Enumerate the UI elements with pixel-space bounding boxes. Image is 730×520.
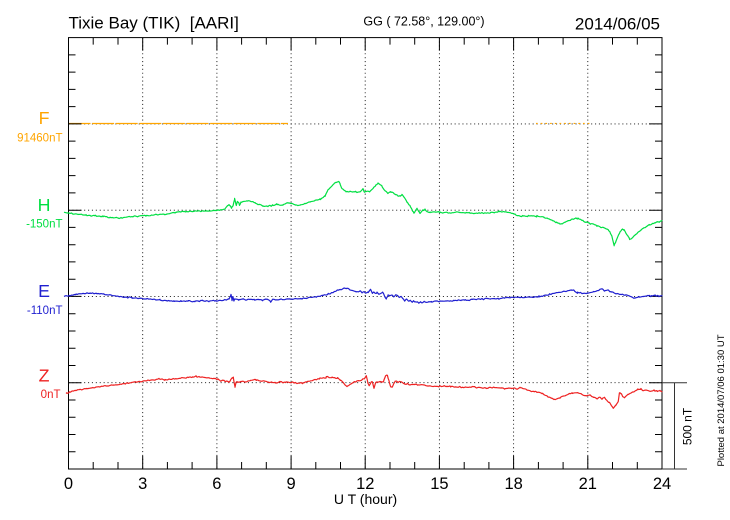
svg-text:24: 24 xyxy=(653,475,671,493)
svg-text:500 nT: 500 nT xyxy=(681,407,695,445)
svg-text:H: H xyxy=(38,195,51,215)
svg-text:6: 6 xyxy=(212,475,221,493)
svg-text:0: 0 xyxy=(64,475,73,493)
svg-text:2014/06/05: 2014/06/05 xyxy=(575,15,660,34)
svg-text:U T (hour): U T (hour) xyxy=(334,491,397,507)
svg-text:-150nT: -150nT xyxy=(26,219,62,231)
svg-text:15: 15 xyxy=(430,475,448,493)
svg-text:9: 9 xyxy=(286,475,295,493)
svg-text:Z: Z xyxy=(39,365,50,385)
svg-text:F: F xyxy=(39,108,50,128)
svg-text:12: 12 xyxy=(356,475,374,493)
svg-text:Tixie Bay (TIK) [AARI]: Tixie Bay (TIK) [AARI] xyxy=(69,14,239,33)
svg-text:Plotted at 2014/07/06 01:30 UT: Plotted at 2014/07/06 01:30 UT xyxy=(716,334,727,466)
svg-text:18: 18 xyxy=(504,475,522,493)
svg-text:GG ( 72.58°, 129.00°): GG ( 72.58°, 129.00°) xyxy=(363,14,484,28)
svg-text:0nT: 0nT xyxy=(41,389,61,401)
svg-text:21: 21 xyxy=(579,475,597,493)
svg-text:E: E xyxy=(38,281,50,301)
svg-text:-110nT: -110nT xyxy=(27,305,63,317)
svg-text:91460nT: 91460nT xyxy=(17,133,62,145)
svg-text:3: 3 xyxy=(138,475,147,493)
